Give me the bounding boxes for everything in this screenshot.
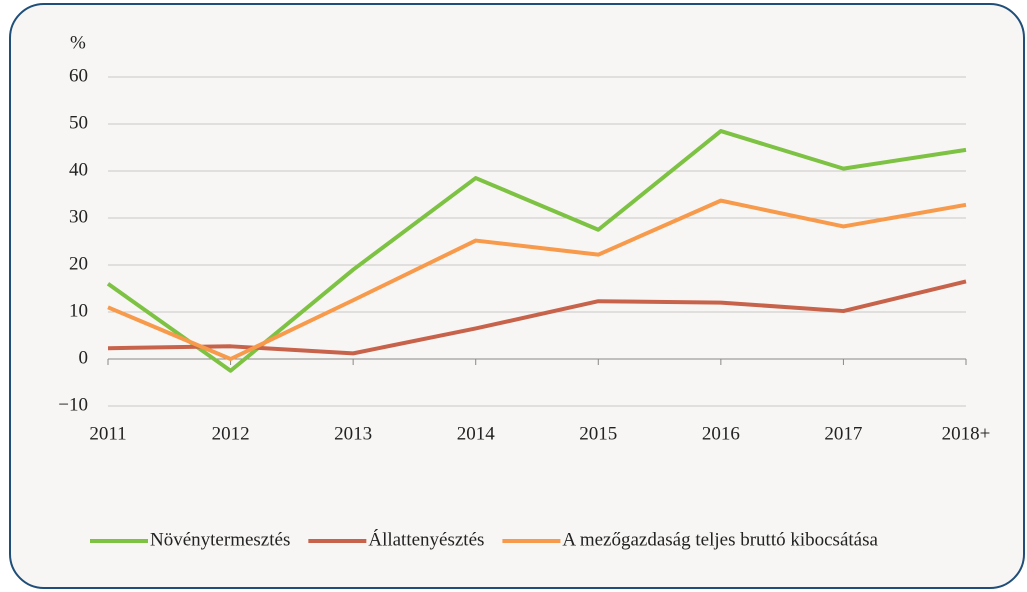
y-tick-label: 20 bbox=[69, 253, 88, 274]
x-tick-label: 2016 bbox=[702, 423, 740, 444]
y-tick-label: 0 bbox=[79, 347, 89, 368]
x-tick-label: 2017 bbox=[824, 423, 862, 444]
x-tick-label: 2013 bbox=[334, 423, 372, 444]
y-tick-label: 60 bbox=[69, 65, 88, 86]
legend-label: Állattenyésztés bbox=[368, 528, 484, 550]
x-tick-label: 2014 bbox=[457, 423, 496, 444]
y-tick-label: −10 bbox=[58, 394, 88, 415]
x-tick-label: 2012 bbox=[212, 423, 250, 444]
x-tick-label: 2015 bbox=[579, 423, 617, 444]
y-tick-label: 50 bbox=[69, 112, 88, 133]
y-axis-label: % bbox=[70, 32, 86, 53]
series-line bbox=[107, 198, 967, 361]
x-tick-label: 2018+ bbox=[942, 423, 991, 444]
legend-label: A mezőgazdaság teljes bruttó kibocsátása bbox=[562, 529, 878, 550]
y-tick-label: 30 bbox=[69, 206, 88, 227]
y-tick-label: 40 bbox=[69, 159, 88, 180]
series-line bbox=[106, 129, 967, 373]
frame bbox=[9, 3, 1025, 589]
x-tick-label: 2011 bbox=[89, 423, 126, 444]
legend-label: Növénytermesztés bbox=[150, 529, 290, 550]
y-tick-label: 10 bbox=[69, 300, 88, 321]
